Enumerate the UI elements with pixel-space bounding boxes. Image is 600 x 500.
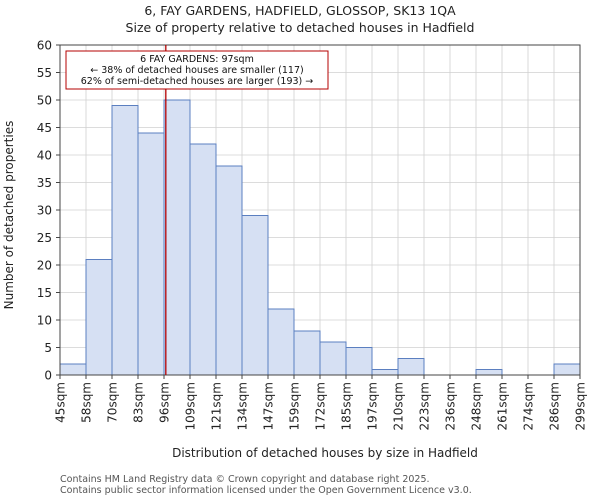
- x-tick-label: 261sqm: [496, 382, 510, 430]
- footer-copyright: Contains HM Land Registry data © Crown c…: [60, 474, 430, 485]
- x-tick-label: 159sqm: [288, 382, 302, 430]
- chart-title-subtitle: Size of property relative to detached ho…: [125, 20, 475, 35]
- x-tick-label: 70sqm: [106, 382, 120, 423]
- y-tick-label: 30: [37, 204, 52, 218]
- x-tick-label: 109sqm: [184, 382, 198, 430]
- bars: [59, 99, 581, 376]
- x-axis-ticks: 45sqm 58sqm 70sqm 83sqm 96sqm 109sqm 121sqm 134…: [54, 375, 588, 430]
- histogram-bar: [397, 358, 425, 376]
- histogram-bar: [553, 363, 581, 376]
- histogram-bar: [215, 165, 243, 376]
- x-tick-label: 299sqm: [574, 382, 588, 430]
- chart-title-address: 6, FAY GARDENS, HADFIELD, GLOSSOP, SK13 …: [144, 3, 456, 18]
- histogram-bar: [267, 308, 295, 376]
- y-tick-label: 0: [44, 369, 52, 383]
- histogram-bar: [475, 369, 503, 376]
- annotation-box: 6 FAY GARDENS: 97sqm ← 38% of detached h…: [65, 50, 329, 90]
- annotation-line1: 6 FAY GARDENS: 97sqm: [140, 54, 254, 65]
- x-tick-label: 121sqm: [210, 382, 224, 430]
- histogram-bar: [189, 143, 217, 376]
- y-axis-label: Number of detached properties: [2, 121, 16, 310]
- x-tick-label: 58sqm: [80, 382, 94, 423]
- x-tick-label: 286sqm: [548, 382, 562, 430]
- x-tick-label: 185sqm: [340, 382, 354, 430]
- x-tick-label: 274sqm: [522, 382, 536, 430]
- x-axis-label: Distribution of detached houses by size …: [172, 446, 478, 460]
- y-axis-ticks: 0 5 10 15 20 25 30 35 40 45 50 55 60: [37, 39, 60, 383]
- x-tick-label: 172sqm: [314, 382, 328, 430]
- y-tick-label: 10: [37, 314, 52, 328]
- y-tick-label: 45: [37, 121, 52, 135]
- x-tick-label: 248sqm: [470, 382, 484, 430]
- annotation-line2: ← 38% of detached houses are smaller (11…: [90, 65, 303, 76]
- y-tick-label: 15: [37, 286, 52, 300]
- histogram-bar: [85, 259, 113, 376]
- x-tick-label: 134sqm: [236, 382, 250, 430]
- y-tick-label: 5: [44, 341, 52, 355]
- x-tick-label: 96sqm: [158, 382, 172, 423]
- annotation-frame: [65, 50, 329, 90]
- x-tick-label: 223sqm: [418, 382, 432, 430]
- y-tick-label: 35: [37, 176, 52, 190]
- histogram-bar: [241, 215, 269, 376]
- annotation-line3: 62% of semi-detached houses are larger (…: [81, 76, 314, 87]
- y-tick-label: 20: [37, 259, 52, 273]
- x-tick-label: 45sqm: [54, 382, 68, 423]
- y-tick-label: 25: [37, 231, 52, 245]
- x-tick-label: 210sqm: [392, 382, 406, 430]
- x-tick-label: 197sqm: [366, 382, 380, 430]
- histogram-bar: [59, 363, 87, 376]
- y-tick-label: 55: [37, 66, 52, 80]
- histogram-bar: [163, 99, 191, 376]
- y-tick-label: 60: [37, 39, 52, 53]
- histogram-bar: [293, 330, 321, 376]
- y-tick-label: 40: [37, 149, 52, 163]
- x-tick-label: 236sqm: [444, 382, 458, 430]
- footer-licence: Contains public sector information licen…: [60, 485, 472, 496]
- histogram-bar: [345, 347, 373, 376]
- y-tick-label: 50: [37, 94, 52, 108]
- histogram-bar: [319, 341, 347, 376]
- histogram-bar: [371, 369, 399, 376]
- x-tick-label: 147sqm: [262, 382, 276, 430]
- histogram-bar: [137, 132, 165, 376]
- x-tick-label: 83sqm: [132, 382, 146, 423]
- histogram-bar: [111, 105, 139, 376]
